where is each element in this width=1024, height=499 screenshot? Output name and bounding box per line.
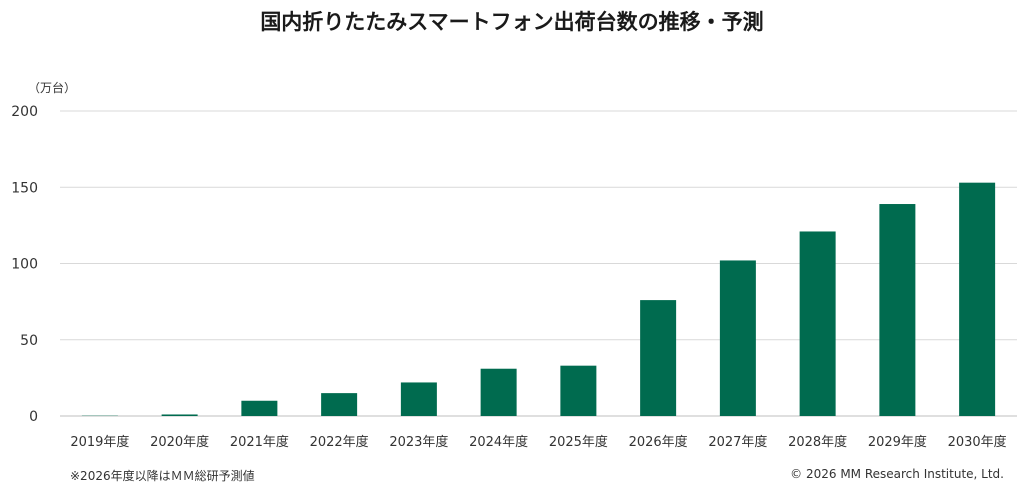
bar xyxy=(241,400,278,416)
x-tick-label: 2025年度 xyxy=(549,434,608,450)
footnote: ※2026年度以降はＭＭ総研予測値 xyxy=(70,469,255,483)
bar xyxy=(879,204,916,416)
x-tick-label: 2023年度 xyxy=(389,434,448,450)
x-tick-label: 2026年度 xyxy=(629,434,688,450)
bar xyxy=(560,365,597,416)
x-tick-label: 2021年度 xyxy=(230,434,289,450)
y-axis-unit-label: （万台） xyxy=(28,81,77,95)
bar xyxy=(719,260,756,416)
y-tick-label: 0 xyxy=(29,409,38,425)
x-tick-label: 2028年度 xyxy=(788,434,847,450)
y-tick-label: 50 xyxy=(20,333,38,349)
x-tick-label: 2020年度 xyxy=(150,434,209,450)
x-tick-label: 2022年度 xyxy=(310,434,369,450)
bar xyxy=(799,231,836,416)
y-tick-label: 150 xyxy=(11,180,38,196)
bar xyxy=(480,368,517,416)
bar xyxy=(321,393,358,416)
x-tick-label: 2027年度 xyxy=(708,434,767,450)
x-axis-ticks: 2019年度 2020年度 2021年度 2022年度 2023年度 2024年度 2025… xyxy=(70,434,1006,450)
x-tick-label: 2030年度 xyxy=(948,434,1007,450)
copyright: © 2026 MM Research Institute, Ltd. xyxy=(790,467,1004,481)
bar xyxy=(640,300,677,416)
bar xyxy=(400,382,437,416)
bar xyxy=(959,182,996,416)
bar xyxy=(161,414,198,416)
y-tick-label: 100 xyxy=(11,257,38,273)
x-tick-label: 2019年度 xyxy=(70,434,129,450)
y-tick-label: 200 xyxy=(11,104,38,120)
bars xyxy=(81,182,996,416)
x-tick-label: 2029年度 xyxy=(868,434,927,450)
gridlines xyxy=(60,110,1017,417)
y-axis-ticks: 0 50 100 150 200 xyxy=(11,104,38,425)
x-tick-label: 2024年度 xyxy=(469,434,528,450)
chart-title: 国内折りたたみスマートフォン出荷台数の推移・予測 xyxy=(260,10,764,34)
